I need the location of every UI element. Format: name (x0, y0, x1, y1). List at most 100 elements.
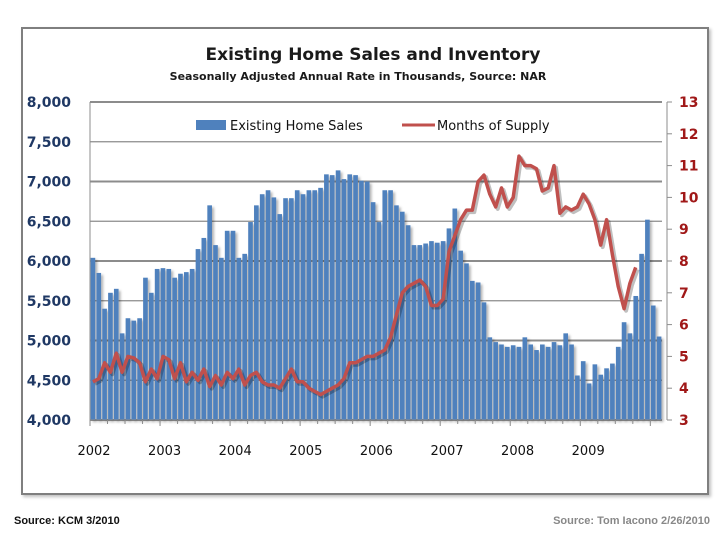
bar (195, 249, 201, 420)
bar (230, 230, 236, 420)
bar (610, 363, 615, 420)
y-tick-label-left: 8,000 (27, 95, 72, 111)
bar (172, 277, 177, 420)
bar (505, 346, 510, 420)
bar (656, 336, 662, 420)
bar (370, 202, 376, 420)
bar (440, 241, 446, 420)
bar (423, 243, 428, 420)
bar (639, 253, 644, 420)
bar (557, 345, 563, 420)
bar (645, 219, 650, 420)
bar (265, 190, 271, 420)
y-axis-left: 4,000 4,500 5,000 5,500 6,000 6,500 7,000 7,500… (27, 95, 72, 429)
legend-label-sales: Existing Home Sales (230, 119, 363, 134)
legend-label-supply: Months of Supply (437, 119, 550, 134)
bar (277, 214, 283, 420)
bar (254, 205, 259, 420)
bar (399, 211, 405, 420)
bar (347, 174, 353, 420)
x-tick-label: 2002 (77, 444, 110, 459)
y-tick-label-left: 6,000 (27, 254, 72, 270)
supply-line (92, 154, 638, 397)
bar (540, 344, 545, 420)
bar (382, 190, 388, 420)
bar (598, 374, 604, 420)
bar (289, 198, 294, 420)
bar (300, 194, 306, 420)
bar (242, 253, 247, 420)
x-axis: 2002 2003 2004 2005 2006 2007 2008 2009 (77, 420, 651, 459)
bar (248, 222, 253, 420)
bar (224, 230, 230, 420)
x-tick-label: 2006 (360, 444, 393, 459)
bar (271, 197, 277, 420)
bar (236, 257, 242, 420)
bar (201, 237, 207, 420)
bar (604, 368, 609, 420)
bar (131, 320, 137, 420)
x-tick-label: 2003 (148, 444, 181, 459)
bar (522, 337, 528, 420)
bar (341, 179, 347, 420)
bar (119, 333, 125, 420)
bar (359, 180, 364, 420)
y-tick-label-right: 11 (679, 159, 698, 175)
bar (464, 263, 469, 420)
bar (178, 273, 183, 420)
bar (545, 346, 551, 420)
bar (528, 344, 533, 420)
bar (353, 175, 358, 420)
x-tick-label: 2009 (572, 444, 605, 459)
chart-title: Existing Home Sales and Inventory (206, 45, 541, 65)
y-tick-label-right: 12 (679, 127, 698, 143)
y-tick-label-left: 5,500 (27, 294, 72, 310)
legend-swatch-sales (196, 120, 226, 130)
bar (575, 375, 580, 420)
bar (154, 268, 160, 420)
y-tick-label-left: 6,500 (27, 214, 72, 230)
bar (434, 242, 440, 420)
bar (516, 346, 522, 420)
bar (183, 272, 189, 420)
bar (189, 268, 195, 420)
y-tick-label-left: 7,500 (27, 135, 72, 151)
y-axis-right: 3 4 5 6 7 8 9 10 11 12 13 (667, 95, 699, 429)
bar (510, 345, 516, 420)
y-tick-label-left: 4,000 (27, 413, 72, 429)
y-tick-label-left: 4,500 (27, 373, 72, 389)
bar (458, 250, 463, 420)
bar (306, 190, 312, 420)
y-tick-label-right: 6 (679, 318, 689, 334)
y-tick-label-left: 5,000 (27, 334, 72, 350)
y-tick-label-right: 7 (679, 286, 689, 302)
y-tick-label-right: 3 (679, 413, 689, 429)
bar (569, 344, 574, 420)
y-tick-label-right: 13 (679, 95, 698, 111)
bar (207, 205, 212, 420)
bar (259, 194, 265, 420)
bar (137, 318, 142, 420)
bar (621, 322, 627, 420)
bar (650, 305, 656, 420)
bar (446, 228, 452, 420)
bar (627, 333, 633, 420)
bar (493, 342, 498, 420)
bar (469, 280, 475, 420)
y-tick-label-right: 8 (679, 254, 689, 270)
bar (312, 190, 318, 420)
bar-series (90, 170, 662, 420)
bar (318, 187, 323, 420)
bar (580, 361, 586, 420)
bar (499, 344, 504, 420)
bar (160, 268, 166, 420)
bar (376, 222, 382, 420)
bar (586, 383, 592, 420)
bar (615, 346, 621, 420)
bar (148, 292, 154, 420)
x-tick-label: 2004 (219, 444, 252, 459)
bar (452, 208, 458, 420)
chart-subtitle: Seasonally Adjusted Annual Rate in Thous… (170, 70, 547, 83)
bar (90, 257, 96, 420)
bar (125, 318, 131, 420)
